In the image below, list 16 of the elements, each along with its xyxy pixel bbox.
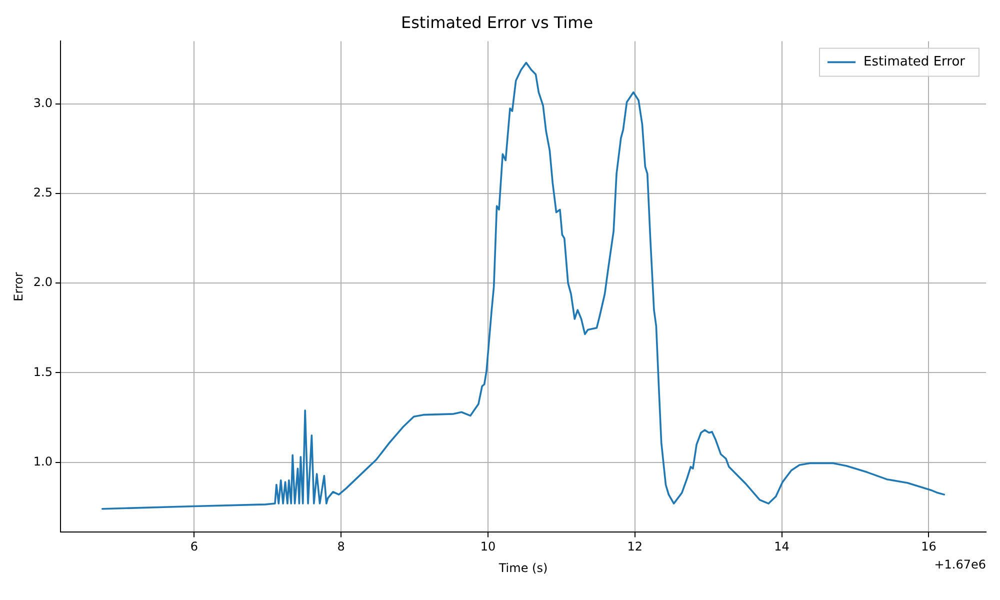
- y-tick-label: 3.0: [33, 96, 52, 110]
- y-tick-label: 2.0: [33, 275, 52, 290]
- x-tick-label: 14: [774, 540, 790, 554]
- y-axis-title: Error: [11, 272, 26, 302]
- x-tick-label: 12: [627, 540, 643, 554]
- chart-title: Estimated Error vs Time: [400, 12, 594, 32]
- y-tick-label: 2.5: [33, 186, 52, 200]
- y-tick-label: 1.5: [33, 364, 52, 379]
- x-tick-label: 16: [921, 540, 936, 554]
- y-tick-label: 1.0: [33, 454, 52, 468]
- x-tick-label: 10: [480, 540, 496, 554]
- text: +1.67e6: [934, 557, 986, 572]
- x-tick-label: 6: [190, 540, 198, 554]
- x-tick-label: 8: [337, 540, 345, 554]
- x-axis-title: Time (s): [498, 560, 548, 575]
- legend-label: Estimated Error: [864, 54, 966, 70]
